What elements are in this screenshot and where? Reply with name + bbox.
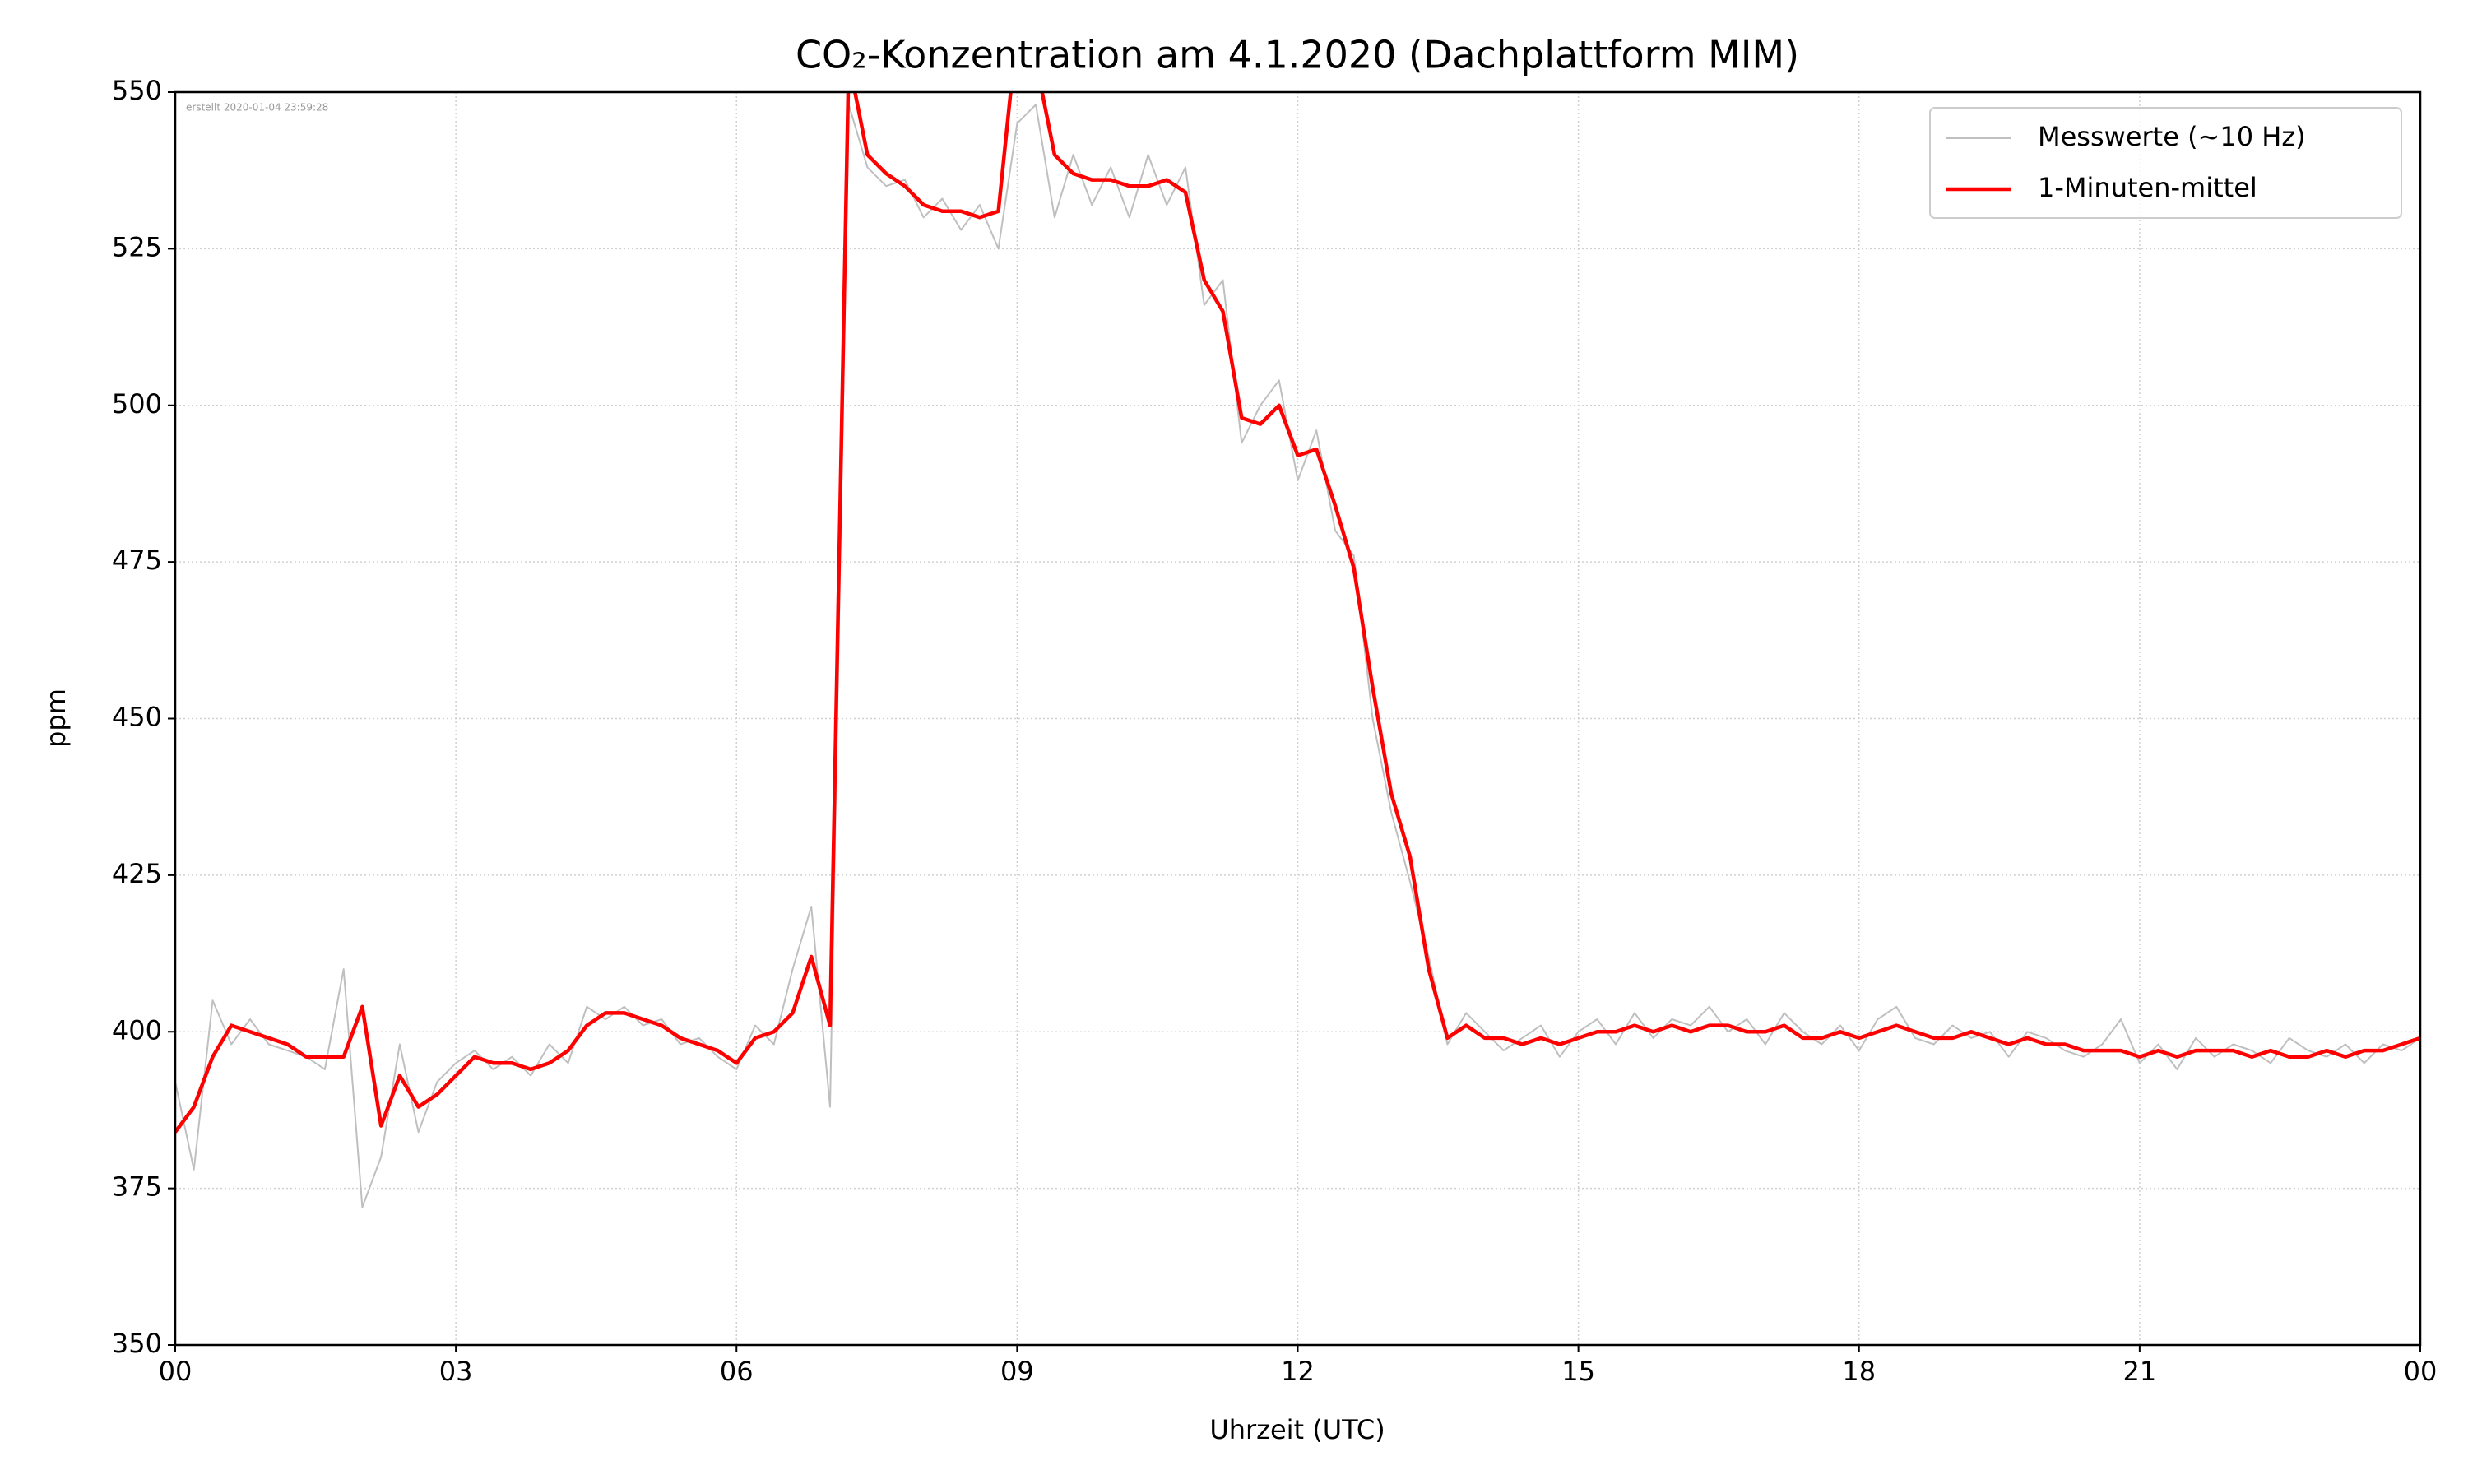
y-tick-label: 350 [112, 1328, 162, 1359]
y-tick-label: 425 [112, 858, 162, 889]
chart-title: CO₂-Konzentration am 4.1.2020 (Dachplatt… [796, 33, 1799, 77]
x-tick-label: 18 [1842, 1356, 1876, 1387]
plot-area [175, 92, 2420, 1208]
x-tick-label: 09 [1000, 1356, 1034, 1387]
annotation: erstellt 2020-01-04 23:59:28 [186, 102, 328, 114]
plot-frame [174, 90, 2422, 1347]
x-tick-label: 03 [439, 1356, 473, 1387]
x-tick-label: 06 [720, 1356, 754, 1387]
y-tick-label: 375 [112, 1171, 162, 1203]
x-tick-label: 00 [159, 1356, 193, 1387]
x-tick-label: 21 [2123, 1356, 2157, 1387]
x-tick-label: 12 [1281, 1356, 1315, 1387]
data-line [175, 92, 2420, 1134]
y-tick-label: 450 [112, 702, 162, 733]
y-tick-label: 550 [112, 75, 162, 106]
legend: Messwerte (~10 Hz) 1-Minuten-mittel [1929, 107, 2402, 219]
y-tick-label: 525 [112, 231, 162, 262]
y-axis-label: ppm [40, 689, 72, 748]
data-line [175, 104, 2420, 1208]
legend-label: Messwerte (~10 Hz) [2038, 121, 2306, 152]
x-tick-label: 15 [1561, 1356, 1595, 1387]
x-tick-label: 00 [2404, 1356, 2438, 1387]
x-axis-label: Uhrzeit (UTC) [1209, 1414, 1385, 1445]
y-tick-label: 475 [112, 545, 162, 576]
legend-label: 1-Minuten-mittel [2038, 172, 2257, 203]
y-tick-label: 500 [112, 388, 162, 420]
y-tick-label: 400 [112, 1014, 162, 1046]
legend-box [1929, 107, 2402, 219]
